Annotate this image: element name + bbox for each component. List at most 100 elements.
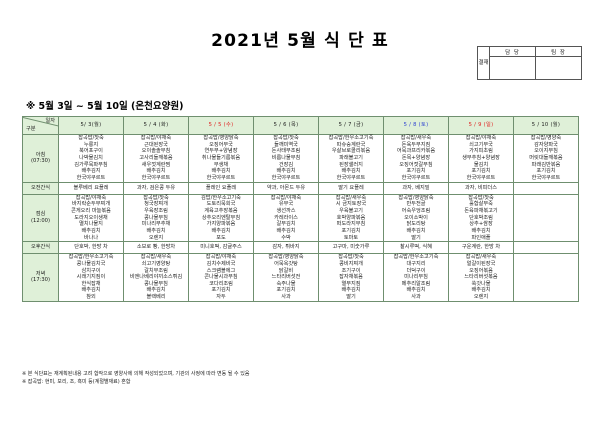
cell-morning-snack-day3: 플레인 요플레 [188,181,254,195]
menu-item: 파래볼고기 [339,154,363,161]
row-label-breakfast: 아침 (07:30) [22,134,59,183]
menu-item: 배추김치 [341,287,361,294]
menu-item: 콩나물김치국 [76,260,106,267]
menu-item: 배추김치 [81,287,101,294]
menu-item: 바나나 [83,234,99,241]
menu-item: 콩나물무침 [144,214,168,221]
menu-item: 계육고추장볶음 [204,207,238,214]
menu-item: 잡곡밥/야채죽 [140,135,172,141]
menu-item: 한국야쿠르트 [401,174,431,181]
menu-item: 한국야쿠르트 [271,174,301,181]
row-label-morning-snack: 오전간식 [22,181,59,195]
menu-item: 상추오리엔탈무침 [201,214,241,221]
menu-item: 구운계란, 한방 차 [461,244,501,251]
menu-item: 딸기 [411,234,421,241]
cell-lunch-day1: 잡곡밥/야채죽 바지락순두부찌개 콘게오리 마늘볶음 도라지오이생채 멸치나물지 배추김치… [58,193,124,243]
menu-item: 배추김치 [471,227,491,234]
day-header-1: 5/ 3(월) [58,116,124,135]
row-label-time: (17:30) [31,277,50,284]
cell-morning-snack-day1: 블루베리 요플레 [58,181,124,195]
menu-item: 열무지짐 [341,280,361,287]
row-label-time: (12:00) [31,217,50,224]
approval-signature-manager [489,56,536,80]
menu-item: 플레인 요플레 [205,184,237,191]
footnote-1: ※ 본 식단표는 재계획된내용 고려 합작으로 영양사에 의해 작성되었으며, … [22,371,250,377]
menu-item: 오이소박이 [404,214,428,221]
menu-item: 포기김치 [341,227,361,234]
menu-item: 과자, 베지밀 [402,184,430,191]
menu-item: 사과 [281,294,291,301]
menu-item: 배추김치 [211,227,231,234]
menu-item: 잡곡밥/한우소고기죽 [393,254,439,261]
menu-item: 우육장조림 [144,207,168,214]
menu-item: 바지락순두부찌개 [71,201,111,208]
cell-dinner-day2: 잡곡밥/새우죽 쇠고기영양탕 갈치무조림 비엔나베리야끼소스튀김 콩나물무침 배추김치 블랙… [123,253,189,302]
cell-breakfast-day8: 잡곡밥/영양죽 감자양파국 오이지무침 머릿대들깨볶음 파래김반볶음 포기김치 한국야쿠르트 [513,134,579,183]
approval-signature-teamlead [535,56,582,80]
menu-item: 미나리무침 [404,274,428,281]
menu-item: 잡곡밥/영양닭죽 [398,194,434,201]
cell-dinner-day8 [513,253,579,302]
menu-item: 상추+쌈장 [469,221,493,228]
menu-item: 콘나물시과무침 [204,274,238,281]
cell-dinner-day1: 잡곡밥/한우소고기죽 콩나물김치국 삼치구이 시래기지짐이 한식잡채 배추김치 참외 [58,253,124,302]
menu-item: 잡곡밥/새우죽 [140,254,172,261]
menu-item: 잡곡밥/야채죽 [465,135,497,141]
menu-item: 연두부+양념장 [204,148,238,155]
menu-item: 얼갈이된장국 [466,260,496,267]
row-label-dinner: 저녁 (17:30) [22,253,59,302]
menu-item: 잡곡밥/잣죽 [338,254,364,261]
menu-item: 쑥갓나물 [471,280,491,287]
menu-item: 포기김치 [211,287,231,294]
menu-item: 한국야쿠르트 [76,174,106,181]
menu-item: 감자, 튀바지 [272,244,300,251]
cell-breakfast-day4: 잡곡밥/잣죽 들깨미역국 돈사태무조림 비름나물무침 건장김 배추김치 한국야쿠르트 [253,134,319,183]
menu-item: 콩나물무침 [144,280,168,287]
menu-item: 포기김치 [276,287,296,294]
menu-item: 메추리알조림 [401,280,431,287]
row-label-main: 오전간식 [30,184,51,191]
menu-item: 누룽지 [83,141,99,148]
menu-item: 김밥/한우소고기죽 [201,194,241,201]
menu-item: 가지피초림 [469,148,493,155]
menu-item: 돈육두부지짐 [401,141,431,148]
menu-item: 잡곡밥/영양닭죽 [268,254,304,261]
menu-item: 오렌지 [148,234,164,241]
menu-item: 오징어무국 [209,141,233,148]
cell-lunch-day8 [513,193,579,243]
menu-item: 한식잡채 [81,280,101,287]
menu-item: 대구지리 [406,260,426,267]
menu-item: 단호박, 한방 차 [74,244,108,251]
menu-item: 조기구이 [341,267,361,274]
day-header-5: 5 / 7 (금) [318,116,384,135]
menu-item: 잡곡밥/한우소고기죽 [68,254,114,261]
menu-item: 딸기 [346,294,356,301]
menu-item: 토마토 [343,234,359,241]
menu-item: 나박물김치 [79,154,103,161]
menu-item: 고구마, 미숫가루 [332,244,370,251]
menu-item: 생부추침+양념장 [462,154,500,161]
menu-item: 과자, 비피더스 [465,184,497,191]
menu-item: 배추김치 [211,168,231,175]
menu-item: 건장김 [278,161,294,168]
menu-item: 취나물들기름볶음 [201,154,241,161]
menu-item: 따슈숭계란국 [336,141,366,148]
cell-dinner-day4: 잡곡밥/영양닭죽 어묵옥갓탕 닭갈비 느타리버섯전 숙주나물 포기김치 사과 [253,253,319,302]
menu-item: 블루베리 요플레 [73,184,109,191]
menu-item: 배추김치 [146,168,166,175]
menu-item: 미니호떡, 감귤주스 [200,244,242,251]
menu-item: 닭도리탕 [406,221,426,228]
menu-item: 딸기 요플레 [338,184,364,191]
menu-item: 잡곡밥/영양죽 [530,135,562,141]
day-header-2: 5 / 4 (화) [123,116,189,135]
menu-item: 포도 [216,234,226,241]
menu-item: 배추김치 [341,168,361,175]
day-header-4: 5 / 6 (목) [253,116,319,135]
menu-item: 도토리묵회국 [206,201,236,208]
row-label-lunch: 점심 (12:00) [22,193,59,243]
row-label-afternoon-snack: 오후간식 [22,241,59,255]
page-title: 2021년 5월 식 단 표 [211,31,389,51]
menu-item: 배추김치 [146,287,166,294]
menu-item: 단호박조림 [469,214,493,221]
menu-item: 갈치무조림 [144,267,168,274]
